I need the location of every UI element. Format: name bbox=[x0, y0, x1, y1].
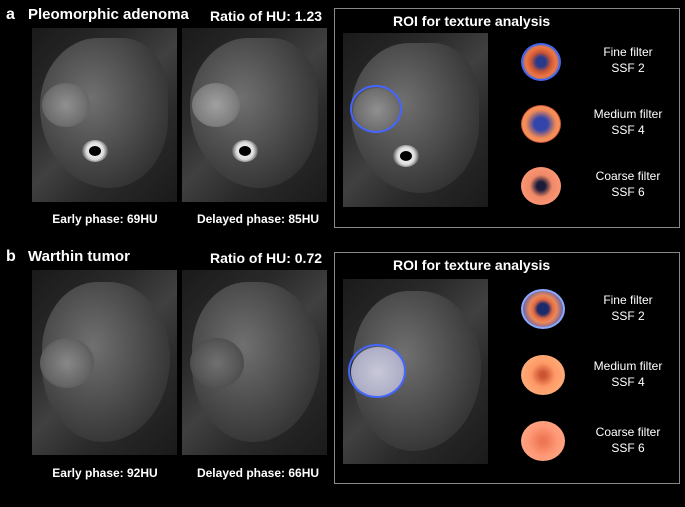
coarse-ssf: SSF 6 bbox=[611, 185, 644, 199]
ct-roi-a bbox=[343, 33, 488, 207]
dark-center bbox=[89, 146, 101, 156]
medium-filter-blob-a bbox=[521, 105, 561, 143]
coarse-filter-label-b: Coarse filter SSF 6 bbox=[585, 425, 671, 456]
fine-filter-label-b: Fine filter SSF 2 bbox=[585, 293, 671, 324]
medium-filter-label-a: Medium filter SSF 4 bbox=[585, 107, 671, 138]
roi-box-b: ROI for texture analysis Fine filter SSF… bbox=[334, 252, 680, 484]
coarse-name: Coarse filter bbox=[596, 425, 661, 439]
panel-b-ratio: Ratio of HU: 0.72 bbox=[210, 250, 322, 266]
ct-roi-b bbox=[343, 279, 488, 464]
bright-spot bbox=[232, 140, 258, 162]
panel-a-ratio: Ratio of HU: 1.23 bbox=[210, 8, 322, 24]
ct-delayed-a bbox=[182, 28, 327, 202]
delayed-phase-a: Delayed phase: 85HU bbox=[188, 212, 328, 226]
ct-early-a bbox=[32, 28, 177, 202]
ct-early-b bbox=[32, 270, 177, 455]
bright-spot bbox=[393, 145, 419, 167]
fine-name: Fine filter bbox=[603, 45, 652, 59]
coarse-filter-label-a: Coarse filter SSF 6 bbox=[585, 169, 671, 200]
roi-title-b: ROI for texture analysis bbox=[393, 257, 550, 273]
tumor-early-b bbox=[40, 338, 94, 388]
panel-b: b Warthin tumor Ratio of HU: 0.72 Early … bbox=[0, 240, 685, 507]
early-phase-b: Early phase: 92HU bbox=[40, 466, 170, 480]
tumor-delayed-a bbox=[192, 83, 240, 127]
roi-outline-a bbox=[350, 85, 402, 133]
roi-title-a: ROI for texture analysis bbox=[393, 13, 550, 29]
medium-name: Medium filter bbox=[594, 107, 663, 121]
tumor-early-a bbox=[42, 83, 90, 127]
early-phase-a: Early phase: 69HU bbox=[40, 212, 170, 226]
roi-box-a: ROI for texture analysis Fine filter SSF… bbox=[334, 8, 680, 228]
medium-name: Medium filter bbox=[594, 359, 663, 373]
fine-filter-blob-b bbox=[521, 289, 565, 329]
fine-ssf: SSF 2 bbox=[611, 309, 644, 323]
delayed-phase-b: Delayed phase: 66HU bbox=[188, 466, 328, 480]
panel-b-label: b bbox=[6, 248, 16, 266]
panel-a: a Pleomorphic adenoma Ratio of HU: 1.23 … bbox=[0, 0, 685, 240]
fine-name: Fine filter bbox=[603, 293, 652, 307]
fine-filter-blob-a bbox=[521, 43, 561, 81]
coarse-name: Coarse filter bbox=[596, 169, 661, 183]
coarse-ssf: SSF 6 bbox=[611, 441, 644, 455]
fine-ssf: SSF 2 bbox=[611, 61, 644, 75]
panel-a-title: Pleomorphic adenoma bbox=[28, 6, 189, 23]
coarse-filter-blob-a bbox=[521, 167, 561, 205]
coarse-filter-blob-b bbox=[521, 421, 565, 461]
fine-filter-label-a: Fine filter SSF 2 bbox=[585, 45, 671, 76]
medium-ssf: SSF 4 bbox=[611, 375, 644, 389]
medium-filter-blob-b bbox=[521, 355, 565, 395]
panel-a-label: a bbox=[6, 6, 15, 24]
ct-delayed-b bbox=[182, 270, 327, 455]
medium-ssf: SSF 4 bbox=[611, 123, 644, 137]
roi-outline-b bbox=[348, 344, 406, 398]
tumor-delayed-b bbox=[190, 338, 244, 388]
medium-filter-label-b: Medium filter SSF 4 bbox=[585, 359, 671, 390]
panel-b-title: Warthin tumor bbox=[28, 248, 130, 265]
bright-spot bbox=[82, 140, 108, 162]
dark-center bbox=[400, 151, 412, 161]
dark-center bbox=[239, 146, 251, 156]
